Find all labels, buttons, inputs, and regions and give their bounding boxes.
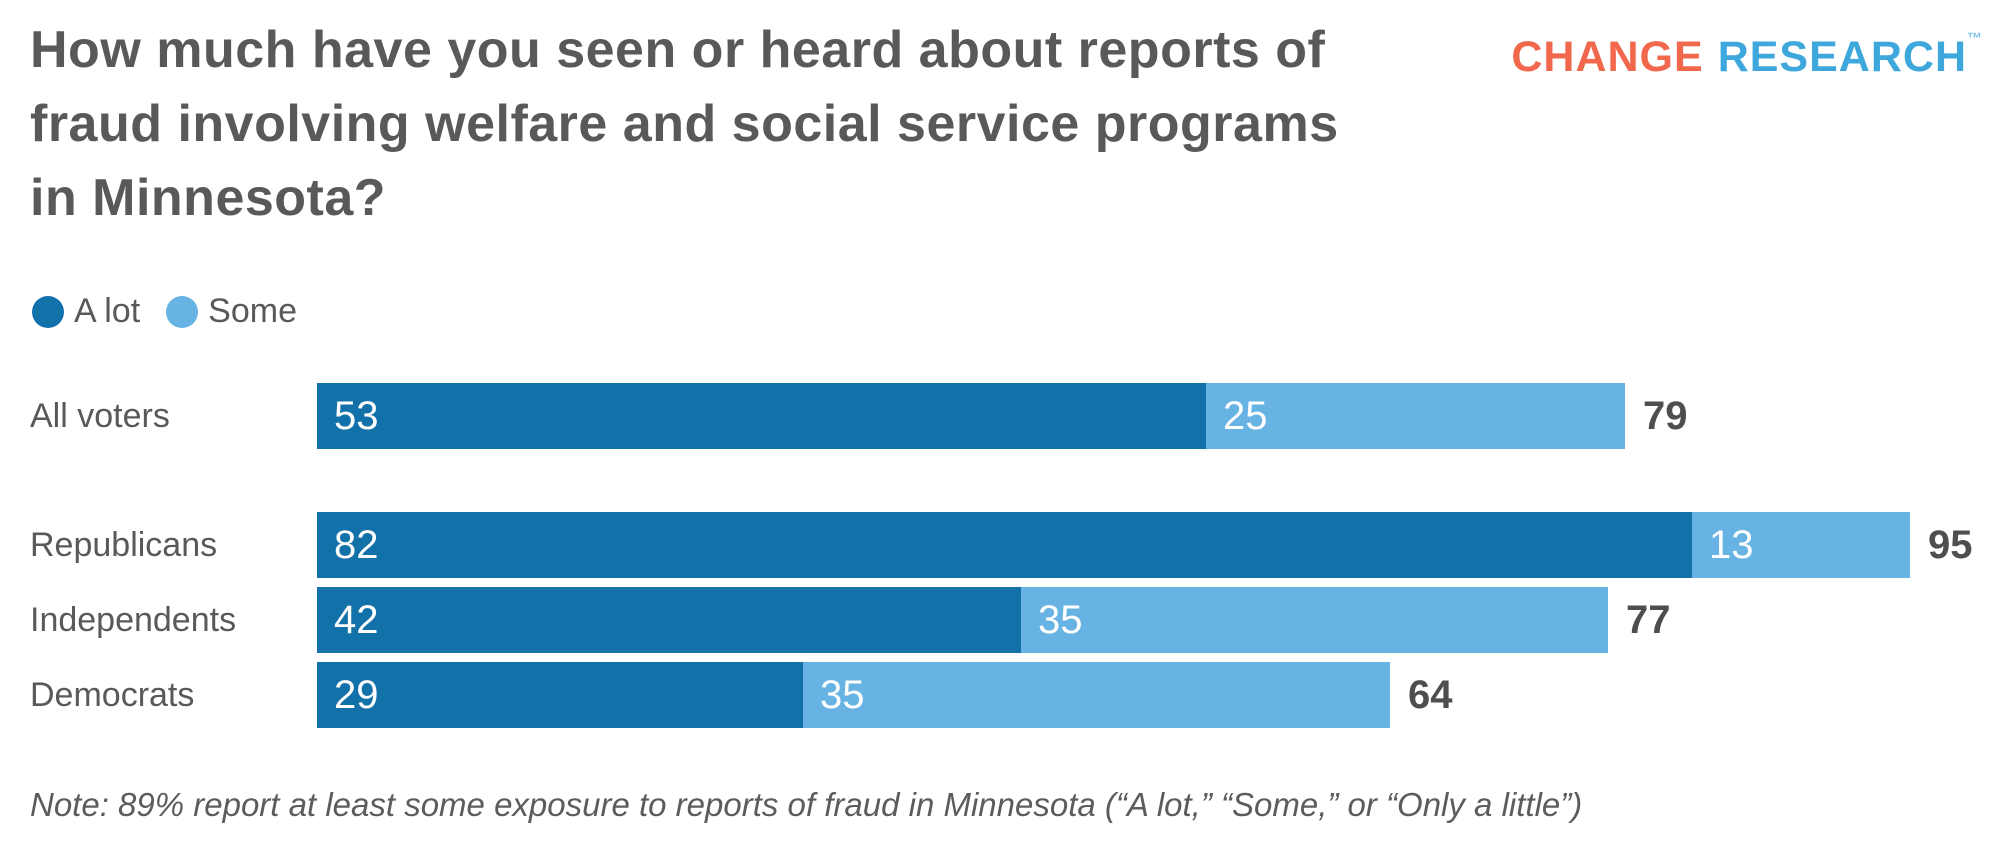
chart-row-democrats: Democrats 29 35 64 <box>30 662 1995 728</box>
category-label: Democrats <box>30 675 195 714</box>
bar-segment-some: 25 <box>1206 383 1625 449</box>
total-label: 64 <box>1408 672 1453 717</box>
chart-title-line-3: in Minnesota? <box>30 168 387 227</box>
bar-segment-some: 13 <box>1692 512 1910 578</box>
footnote: Note: 89% report at least some exposure … <box>30 786 1583 823</box>
total-label: 95 <box>1928 522 1973 567</box>
logo-change-text: CHANGE <box>1511 33 1704 81</box>
bar-segment-some: 35 <box>803 662 1390 728</box>
chart-title-line-1: How much have you seen or heard about re… <box>30 21 1326 79</box>
bar-segment-some: 35 <box>1021 587 1608 653</box>
bar-track: 53 25 <box>317 383 1625 449</box>
bar-segment-a-lot: 82 <box>317 512 1692 578</box>
chart-row-republicans: Republicans 82 13 95 <box>30 512 1995 578</box>
legend: A lot Some <box>32 292 297 331</box>
chart-row-independents: Independents 42 35 77 <box>30 587 1995 653</box>
total-label: 79 <box>1643 393 1688 438</box>
logo-research-text: RESEARCH <box>1717 33 1967 81</box>
change-research-logo: CHANGE RESEARCH™ <box>1511 30 1982 82</box>
legend-item-a-lot: A lot <box>32 292 140 331</box>
logo-trademark-symbol: ™ <box>1967 30 1982 47</box>
total-label: 77 <box>1626 597 1671 642</box>
legend-label: Some <box>208 292 297 330</box>
category-label: Republicans <box>30 525 218 564</box>
category-label: Independents <box>30 600 237 639</box>
legend-swatch-icon <box>166 295 199 328</box>
legend-label: A lot <box>74 292 141 330</box>
chart-row-all-voters: All voters 53 25 79 <box>30 383 1995 449</box>
legend-item-some: Some <box>166 292 297 331</box>
chart-title-line-2: fraud involving welfare and social servi… <box>30 94 1339 153</box>
category-label: All voters <box>30 396 170 435</box>
bar-track: 42 35 <box>317 587 1608 653</box>
bar-track: 82 13 <box>317 512 1910 578</box>
chart: All voters 53 25 79 Republicans 82 13 95 Indepen… <box>30 383 1995 737</box>
bar-segment-a-lot: 42 <box>317 587 1021 653</box>
bar-segment-a-lot: 29 <box>317 662 803 728</box>
legend-swatch-icon <box>32 295 64 328</box>
chart-title: How much have you seen or heard about re… <box>30 14 1510 235</box>
bar-segment-a-lot: 53 <box>317 383 1206 449</box>
bar-track: 29 35 <box>317 662 1390 728</box>
